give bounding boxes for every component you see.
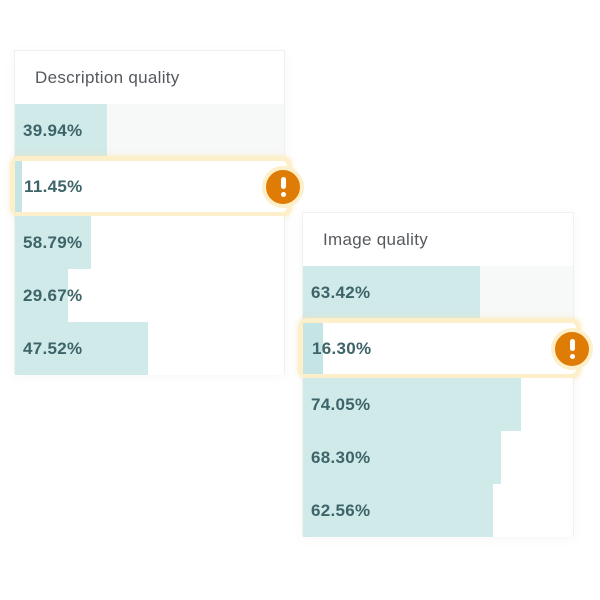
bar-fill [15,161,23,212]
bar-fill [303,266,480,319]
bar-row: 62.56% [303,484,573,537]
highlight-box[interactable]: 16.30% [298,318,593,379]
bar-fill [303,323,324,374]
exclamation-dot [569,353,575,359]
bar-fill [303,431,502,484]
bar-fill [15,322,148,375]
card-title: Image quality [323,229,429,249]
bar-row: 39.94% [15,104,284,157]
bar-fill [303,484,493,537]
bar-value: 11.45% [24,176,83,196]
bar-row-highlighted: 16.30% [298,318,593,379]
bar-row: 47.52% [15,322,284,375]
card-header: Image quality [303,213,573,266]
image-quality-card: Image quality 63.42% 16.30% 74.05% 68.30… [298,212,593,537]
bar-value: 16.30% [312,338,372,358]
exclamation-icon[interactable] [551,327,593,370]
bar-fill [303,378,522,431]
bar-row: 74.05% [303,378,573,431]
bar-row: 58.79% [15,216,284,269]
exclamation-icon[interactable] [262,165,304,208]
bar-fill [15,216,92,269]
bar-row: 29.67% [15,269,284,322]
bar-value: 58.79% [23,232,83,252]
bar-value: 63.42% [311,282,371,302]
bar-row-highlighted: 11.45% [10,156,304,217]
bar-value: 47.52% [23,338,83,358]
card-header: Description quality [15,51,284,104]
bar-value: 68.30% [311,447,371,467]
bar-value: 74.05% [311,394,371,414]
exclamation-stem [569,338,575,351]
bar-row: 63.42% [303,266,573,319]
description-quality-card: Description quality 39.94% 11.45% 58.79%… [10,50,304,375]
bar-fill [15,269,68,322]
bar-value: 62.56% [311,500,371,520]
bar-fill [15,104,108,157]
card-title: Description quality [35,67,180,87]
bar-value: 29.67% [23,285,83,305]
exclamation-stem [280,176,286,189]
exclamation-dot [280,191,286,197]
bar-row: 68.30% [303,431,573,484]
bar-value: 39.94% [23,120,83,140]
highlight-box[interactable]: 11.45% [10,156,304,217]
